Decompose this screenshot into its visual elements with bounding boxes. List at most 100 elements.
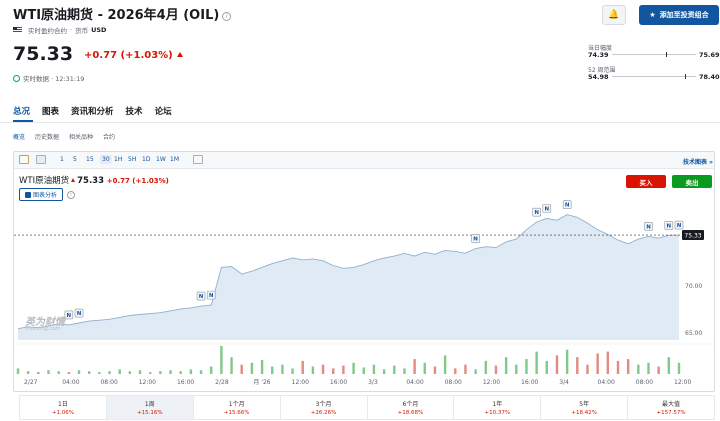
buy-button[interactable]: 买入	[626, 175, 666, 188]
us-flag-icon	[13, 27, 22, 33]
volume-bar	[128, 371, 132, 374]
alert-button[interactable]: 🔔	[602, 5, 626, 25]
info-icon[interactable]: i	[67, 191, 75, 199]
technical-chart-link[interactable]: 技术图表 »	[683, 159, 713, 166]
period-tab[interactable]: 6个月 +18.68%	[368, 396, 455, 419]
volume-bar	[301, 360, 304, 374]
period-label: 1年	[492, 401, 503, 408]
volume-bar	[474, 369, 477, 374]
interval-15[interactable]: 15	[86, 156, 94, 163]
news-marker	[471, 234, 480, 243]
volume-bar	[362, 367, 365, 374]
volume-bar	[576, 357, 579, 374]
last-price-tag	[682, 230, 704, 241]
x-tick-label: 08:00	[636, 379, 653, 386]
volume-bar	[545, 360, 548, 374]
volume-bar	[87, 371, 91, 374]
volume-bar	[311, 366, 315, 374]
price-line	[17, 214, 680, 330]
subtab-related[interactable]: 相关品种	[69, 134, 94, 141]
volume-bar	[37, 372, 40, 374]
chart-analysis-button[interactable]: 图表分析	[19, 188, 63, 201]
news-marker-label: N	[646, 224, 651, 230]
news-marker-label: N	[667, 223, 672, 229]
tab-chart[interactable]: 图表	[42, 107, 60, 117]
x-tick-label: 16:00	[521, 379, 538, 386]
sell-button[interactable]: 卖出	[672, 175, 712, 188]
period-change: +15.66%	[223, 410, 250, 416]
tab-technical[interactable]: 技术	[125, 107, 143, 117]
x-tick-label: 12:00	[674, 379, 691, 386]
period-label: 5年	[579, 401, 590, 408]
x-tick-label: 04:00	[598, 379, 615, 386]
period-tab[interactable]: 1日 +1.06%	[20, 396, 107, 419]
add-to-portfolio-button[interactable]: ★ 添加至投资组合	[639, 5, 719, 25]
interval-30[interactable]: 30	[100, 155, 112, 164]
volume-bar	[555, 355, 559, 374]
volume-bar	[250, 362, 254, 374]
tabs-divider	[0, 122, 720, 123]
period-change: +157.57%	[656, 410, 686, 416]
volume-bar	[77, 370, 81, 374]
volume-bar	[657, 366, 660, 374]
volume-bar	[413, 359, 416, 374]
day-range-high: 75.69	[699, 51, 720, 59]
candlestick-icon[interactable]	[19, 155, 29, 164]
interval-5h[interactable]: 5H	[128, 156, 137, 163]
news-marker-label: N	[565, 203, 570, 209]
period-change: +26.26%	[310, 410, 337, 416]
volume-bar	[210, 366, 213, 374]
interval-1h[interactable]: 1H	[114, 156, 123, 163]
news-marker	[206, 290, 216, 300]
x-tick-label: 08:00	[100, 379, 117, 386]
volume-bar	[281, 364, 284, 374]
chart-panel	[13, 151, 715, 392]
period-change: +18.68%	[397, 410, 424, 416]
tab-news-analysis[interactable]: 资讯和分析	[71, 107, 114, 117]
period-tab[interactable]: 1个月 +15.66%	[194, 396, 281, 419]
news-marker	[74, 308, 84, 318]
interval-1w[interactable]: 1W	[156, 156, 166, 163]
analysis-icon	[24, 191, 31, 198]
price-change: +0.77 (+1.03%)	[84, 50, 183, 61]
interval-1[interactable]: 1	[60, 156, 64, 163]
period-tab[interactable]: 5年 +18.42%	[541, 396, 629, 419]
last-price: 75.33	[13, 43, 74, 65]
interval-5[interactable]: 5	[73, 156, 77, 163]
week52-range-low: 54.98	[588, 73, 609, 81]
period-tab[interactable]: 3个月 +26.26%	[281, 396, 368, 419]
area-chart-icon[interactable]	[36, 155, 46, 164]
day-range-label: 当日幅度	[588, 45, 613, 52]
volume-bar	[271, 366, 274, 374]
interval-1m[interactable]: 1M	[170, 156, 179, 163]
market-info: 实时盈约合约 · 货币 USD	[13, 25, 106, 35]
page-title: WTI原油期货 - 2026年4月 (OIL) i	[13, 4, 232, 23]
volume-bar	[515, 364, 518, 374]
subtab-overview[interactable]: 概览	[13, 134, 26, 141]
week52-range-bar	[612, 76, 696, 77]
tab-overview[interactable]: 总况	[13, 107, 31, 117]
volume-bar	[596, 353, 599, 374]
tab-forum[interactable]: 论坛	[154, 107, 172, 117]
news-marker-label: N	[199, 294, 204, 300]
volume-bar	[525, 359, 528, 374]
period-tab[interactable]: 最大值 +157.57%	[628, 396, 714, 419]
subtab-historical-data[interactable]: 历史数据	[35, 134, 60, 141]
interval-1d[interactable]: 1D	[142, 156, 151, 163]
news-marker-label: N	[677, 223, 682, 229]
period-tab[interactable]: 1年 +10.37%	[454, 396, 542, 419]
news-marker-label: N	[534, 210, 539, 216]
grid-settings-icon[interactable]	[193, 155, 203, 164]
news-marker	[664, 221, 674, 230]
subtab-contracts[interactable]: 合约	[103, 134, 116, 141]
volume-bar	[220, 346, 223, 374]
week52-range-label: 52 周范围	[588, 67, 616, 74]
news-marker	[644, 221, 653, 231]
info-icon[interactable]: i	[222, 12, 232, 21]
period-tab[interactable]: 1周 +15.16%	[106, 396, 194, 419]
active-tab-indicator	[13, 120, 33, 122]
y-tick-label: 70.00	[685, 283, 702, 290]
volume-bar	[464, 364, 467, 374]
volume-bar	[332, 368, 335, 374]
